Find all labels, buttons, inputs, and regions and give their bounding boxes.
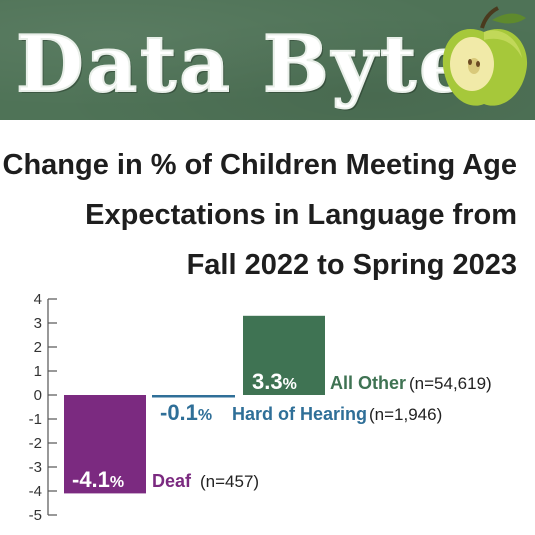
bar-2 — [243, 315, 325, 395]
category-label: Hard of Hearing — [232, 404, 367, 424]
y-tick-label: -2 — [29, 435, 42, 452]
n-label: (n=457) — [200, 472, 259, 491]
apple-icon — [442, 6, 528, 106]
category-label: Deaf — [152, 471, 192, 491]
bar-0 — [64, 395, 146, 494]
y-tick-label: 2 — [34, 339, 42, 356]
chart-title-line-3: Fall 2022 to Spring 2023 — [186, 249, 517, 281]
chart-title-line-1: Change in % of Children Meeting Age — [2, 149, 518, 181]
data-label: -4.1% — [72, 467, 124, 492]
bar-1 — [152, 395, 235, 398]
y-tick-label: -1 — [29, 411, 42, 428]
bar-chart: 4 3 2 1 0 -1 -2 -3 -4 -5 -4.1% Deaf (n=457) -0.1% Hard… — [29, 291, 492, 524]
banner-title: Data Byte — [15, 19, 472, 111]
y-tick-label: 1 — [34, 363, 42, 380]
y-tick-label: 3 — [34, 315, 42, 332]
chart-title: Change in % of Children Meeting Age Expe… — [3, 140, 518, 290]
y-tick-label: -5 — [29, 507, 42, 524]
header-banner: Data Byte — [0, 0, 535, 120]
chart-title-line-2: Expectations in Language from — [85, 199, 517, 231]
n-label: (n=1,946) — [369, 405, 442, 424]
n-label: (n=54,619) — [409, 374, 492, 393]
category-label: All Other — [330, 373, 406, 393]
y-tick-label: -3 — [29, 459, 42, 476]
y-tick-label: 4 — [34, 291, 42, 308]
y-tick-label: 0 — [34, 387, 42, 404]
y-tick-label: -4 — [29, 483, 42, 500]
data-label: -0.1% — [160, 400, 212, 425]
